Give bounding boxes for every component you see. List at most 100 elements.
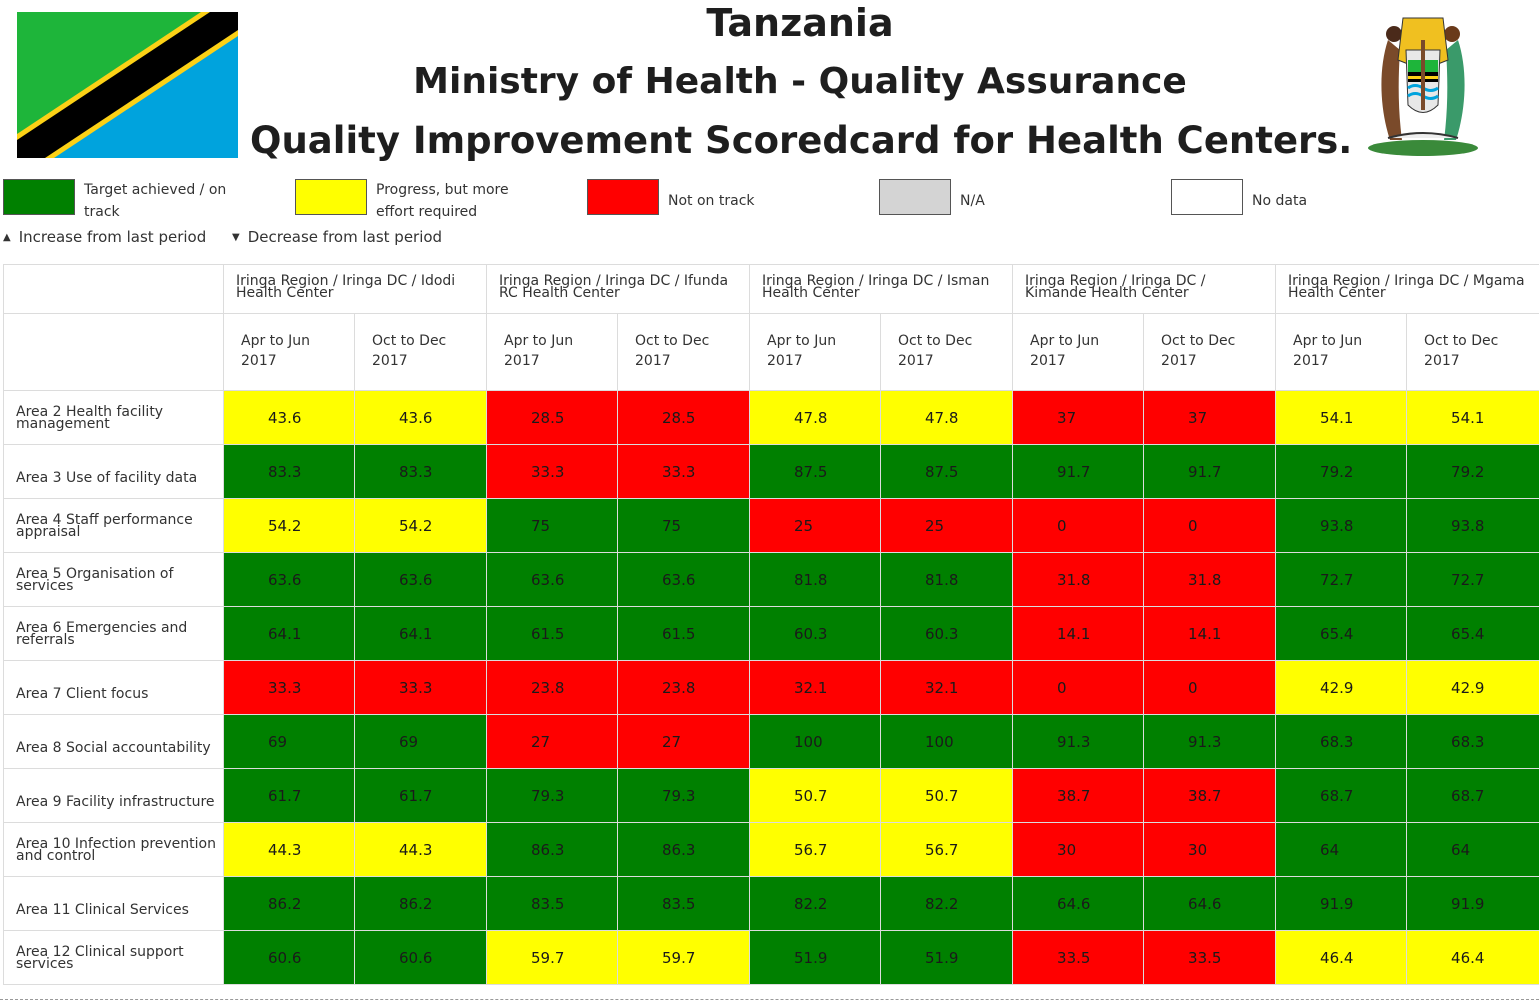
period-header-row: Apr to Jun 2017 Oct to Dec 2017 Apr to Jun 20… [3, 313, 1539, 391]
score-cell: 59.7 [617, 930, 751, 985]
score-cell: 50.7 [749, 768, 882, 823]
score-cell: 61.7 [353, 768, 488, 823]
period-header: Apr to Jun 2017 [749, 313, 882, 391]
row-label-line1: Area 10 Infection prevention [16, 835, 216, 852]
period-line2: 2017 [767, 353, 803, 369]
period-line2: 2017 [898, 353, 934, 369]
score-cell: 63.6 [486, 552, 619, 607]
coat-of-arms-icon [1368, 17, 1478, 156]
row-label-line2: services [16, 955, 74, 972]
period-line2: 2017 [1030, 353, 1066, 369]
row-label-line2: Area 7 Client focus [16, 685, 149, 702]
score-cell: 60.6 [353, 930, 488, 985]
legend-decrease: ▼ Decrease from last period [232, 228, 442, 246]
score-cell: 38.7 [1012, 768, 1145, 823]
table-row: Area 3 Use of facility data 83.3 83.3 33.3 3… [3, 444, 1539, 499]
period-header: Apr to Jun 2017 [1275, 313, 1408, 391]
score-cell: 75 [486, 498, 619, 553]
score-cell: 23.8 [617, 660, 751, 715]
score-cell: 0 [1012, 498, 1145, 553]
legend-label: Target achieved / on [84, 182, 227, 198]
facility-name-line2: Health Center [236, 285, 334, 301]
score-cell: 32.1 [749, 660, 882, 715]
scorecard-body: Area 2 Health facility management 43.6 43.6… [3, 390, 1539, 985]
score-cell: 43.6 [353, 390, 488, 445]
score-cell: 63.6 [223, 552, 355, 607]
score-cell: 83.5 [617, 876, 751, 931]
row-label: Area 3 Use of facility data [3, 444, 224, 499]
facility-name-line2: Health Center [762, 285, 860, 301]
score-cell: 86.3 [617, 822, 751, 877]
row-label-line2: services [16, 577, 74, 594]
row-label: Area 11 Clinical Services [3, 876, 224, 931]
row-label-line2: Area 11 Clinical Services [16, 901, 189, 918]
table-row: Area 12 Clinical support services 60.6 60.6… [3, 930, 1539, 985]
score-cell: 43.6 [223, 390, 355, 445]
table-row: Area 11 Clinical Services 86.2 86.2 83.5 83.… [3, 876, 1539, 931]
score-cell: 79.3 [617, 768, 751, 823]
score-cell: 33.5 [1012, 930, 1145, 985]
facility-header: Iringa Region / Iringa DC / Mgama Health … [1275, 264, 1539, 314]
legend-label: effort required [376, 204, 478, 220]
score-cell: 81.8 [749, 552, 882, 607]
row-label: Area 10 Infection prevention and control [3, 822, 224, 877]
score-cell: 27 [617, 714, 751, 769]
period-line2: 2017 [1424, 353, 1460, 369]
score-cell: 56.7 [880, 822, 1014, 877]
row-label: Area 12 Clinical support services [3, 930, 224, 985]
score-cell: 100 [749, 714, 882, 769]
facility-header: Iringa Region / Iringa DC / Isman Health … [749, 264, 1014, 314]
period-line1: Apr to Jun [1030, 333, 1100, 349]
score-cell: 91.3 [1012, 714, 1145, 769]
legend-label: N/A [960, 193, 985, 209]
score-cell: 65.4 [1406, 606, 1539, 661]
score-cell: 28.5 [486, 390, 619, 445]
row-label: Area 6 Emergencies and referrals [3, 606, 224, 661]
score-cell: 51.9 [880, 930, 1014, 985]
score-cell: 82.2 [880, 876, 1014, 931]
facility-name-line1: Iringa Region / Iringa DC / Isman [762, 273, 990, 289]
score-cell: 64.1 [353, 606, 488, 661]
score-cell: 0 [1143, 660, 1277, 715]
score-cell: 68.3 [1406, 714, 1539, 769]
table-row: Area 2 Health facility management 43.6 43.6… [3, 390, 1539, 445]
score-cell: 93.8 [1275, 498, 1408, 553]
score-cell: 82.2 [749, 876, 882, 931]
period-header: Oct to Dec 2017 [353, 313, 488, 391]
score-cell: 72.7 [1275, 552, 1408, 607]
corner-header [3, 264, 224, 314]
period-header: Apr to Jun 2017 [486, 313, 619, 391]
score-cell: 69 [353, 714, 488, 769]
score-cell: 38.7 [1143, 768, 1277, 823]
legend-swatch-yellow [295, 179, 367, 215]
table-row: Area 7 Client focus 33.3 33.3 23.8 23.8 32.1 3… [3, 660, 1539, 715]
row-label-line1: Area 12 Clinical support [16, 943, 184, 960]
score-cell: 91.3 [1143, 714, 1277, 769]
score-cell: 79.2 [1275, 444, 1408, 499]
page-title-country: Tanzania [706, 1, 894, 45]
score-cell: 68.7 [1275, 768, 1408, 823]
score-cell: 44.3 [353, 822, 488, 877]
score-cell: 59.7 [486, 930, 619, 985]
score-cell: 25 [749, 498, 882, 553]
score-cell: 30 [1143, 822, 1277, 877]
score-cell: 0 [1012, 660, 1145, 715]
period-line1: Apr to Jun [241, 333, 311, 349]
row-label-line2: referrals [16, 631, 75, 648]
legend-swatch-green [3, 179, 75, 215]
score-cell: 64.6 [1143, 876, 1277, 931]
row-label-line1: Area 2 Health facility [16, 403, 164, 420]
legend-increase-label: Increase from last period [18, 228, 207, 246]
tanzania-flag [17, 12, 238, 158]
score-cell: 54.2 [353, 498, 488, 553]
legend-swatch-gray [879, 179, 951, 215]
table-row: Area 4 Staff performance appraisal 54.2 54.… [3, 498, 1539, 553]
row-label: Area 4 Staff performance appraisal [3, 498, 224, 553]
score-cell: 14.1 [1012, 606, 1145, 661]
score-cell: 42.9 [1406, 660, 1539, 715]
facility-name-line1: Iringa Region / Iringa DC / Idodi [236, 273, 456, 289]
score-cell: 27 [486, 714, 619, 769]
legend-label: track [84, 204, 120, 220]
period-line1: Oct to Dec [635, 333, 710, 349]
score-cell: 56.7 [749, 822, 882, 877]
